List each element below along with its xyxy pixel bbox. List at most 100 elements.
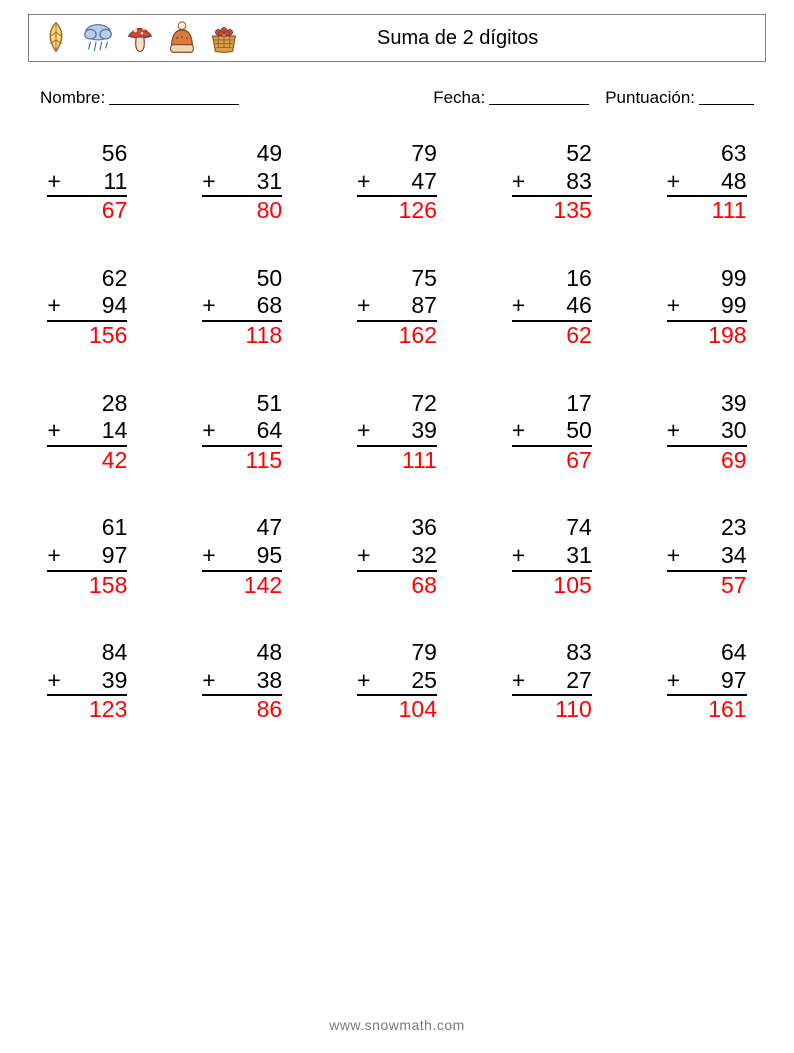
worksheet-title: Suma de 2 dígitos bbox=[377, 27, 538, 50]
operator: + bbox=[202, 417, 215, 445]
operator: + bbox=[202, 542, 215, 570]
bottom-number: 31 bbox=[216, 168, 283, 196]
answer: 161 bbox=[667, 696, 747, 724]
top-number: 47 bbox=[202, 514, 282, 542]
top-number: 79 bbox=[357, 140, 437, 168]
bottom-number: 97 bbox=[61, 542, 128, 570]
addend-line: +32 bbox=[357, 542, 437, 572]
math-problem: 63+48111 bbox=[667, 140, 747, 225]
top-number: 39 bbox=[667, 390, 747, 418]
date-blank[interactable] bbox=[489, 104, 589, 105]
operator: + bbox=[202, 667, 215, 695]
bottom-number: 68 bbox=[216, 292, 283, 320]
operator: + bbox=[357, 292, 370, 320]
math-problem: 74+31105 bbox=[512, 514, 592, 599]
operator: + bbox=[512, 542, 525, 570]
addend-line: +30 bbox=[667, 417, 747, 447]
name-label: Nombre: bbox=[40, 88, 105, 108]
bottom-number: 87 bbox=[370, 292, 437, 320]
addend-line: +39 bbox=[357, 417, 437, 447]
operator: + bbox=[47, 417, 60, 445]
addend-line: +95 bbox=[202, 542, 282, 572]
operator: + bbox=[667, 417, 680, 445]
answer: 111 bbox=[357, 447, 437, 475]
operator: + bbox=[512, 168, 525, 196]
math-problem: 51+64115 bbox=[202, 390, 282, 475]
bottom-number: 47 bbox=[370, 168, 437, 196]
addend-line: +97 bbox=[667, 667, 747, 697]
math-problem: 39+3069 bbox=[667, 390, 747, 475]
bottom-number: 46 bbox=[525, 292, 592, 320]
answer: 162 bbox=[357, 322, 437, 350]
answer: 80 bbox=[202, 197, 282, 225]
operator: + bbox=[357, 542, 370, 570]
addend-line: +47 bbox=[357, 168, 437, 198]
operator: + bbox=[47, 667, 60, 695]
operator: + bbox=[667, 168, 680, 196]
bottom-number: 99 bbox=[680, 292, 747, 320]
footer-text: www.snowmath.com bbox=[0, 1017, 794, 1033]
addend-line: +39 bbox=[47, 667, 127, 697]
addend-line: +68 bbox=[202, 292, 282, 322]
bottom-number: 64 bbox=[216, 417, 283, 445]
addend-line: +50 bbox=[512, 417, 592, 447]
raincloud-icon bbox=[79, 19, 117, 57]
hat-icon bbox=[163, 19, 201, 57]
operator: + bbox=[357, 417, 370, 445]
top-number: 79 bbox=[357, 639, 437, 667]
operator: + bbox=[202, 292, 215, 320]
bottom-number: 50 bbox=[525, 417, 592, 445]
top-number: 72 bbox=[357, 390, 437, 418]
date-label: Fecha: bbox=[433, 88, 485, 108]
answer: 62 bbox=[512, 322, 592, 350]
answer: 111 bbox=[667, 197, 747, 225]
math-problem: 62+94156 bbox=[47, 265, 127, 350]
basket-icon bbox=[205, 19, 243, 57]
top-number: 84 bbox=[47, 639, 127, 667]
addend-line: +25 bbox=[357, 667, 437, 697]
bottom-number: 48 bbox=[680, 168, 747, 196]
problems-grid: 56+116749+318079+4712652+8313563+4811162… bbox=[40, 140, 754, 724]
addend-line: +34 bbox=[667, 542, 747, 572]
bottom-number: 30 bbox=[680, 417, 747, 445]
top-number: 28 bbox=[47, 390, 127, 418]
answer: 110 bbox=[512, 696, 592, 724]
operator: + bbox=[667, 292, 680, 320]
operator: + bbox=[47, 292, 60, 320]
answer: 118 bbox=[202, 322, 282, 350]
bottom-number: 27 bbox=[525, 667, 592, 695]
top-number: 61 bbox=[47, 514, 127, 542]
answer: 104 bbox=[357, 696, 437, 724]
operator: + bbox=[512, 417, 525, 445]
answer: 42 bbox=[47, 447, 127, 475]
top-number: 62 bbox=[47, 265, 127, 293]
top-number: 49 bbox=[202, 140, 282, 168]
math-problem: 79+25104 bbox=[357, 639, 437, 724]
answer: 67 bbox=[512, 447, 592, 475]
bottom-number: 11 bbox=[61, 168, 128, 196]
addend-line: +31 bbox=[202, 168, 282, 198]
bottom-number: 14 bbox=[61, 417, 128, 445]
top-number: 17 bbox=[512, 390, 592, 418]
math-problem: 36+3268 bbox=[357, 514, 437, 599]
math-problem: 23+3457 bbox=[667, 514, 747, 599]
score-blank[interactable] bbox=[699, 104, 754, 105]
answer: 156 bbox=[47, 322, 127, 350]
addend-line: +64 bbox=[202, 417, 282, 447]
answer: 105 bbox=[512, 572, 592, 600]
answer: 126 bbox=[357, 197, 437, 225]
math-problem: 17+5067 bbox=[512, 390, 592, 475]
bottom-number: 39 bbox=[61, 667, 128, 695]
addend-line: +46 bbox=[512, 292, 592, 322]
math-problem: 83+27110 bbox=[512, 639, 592, 724]
top-number: 75 bbox=[357, 265, 437, 293]
addend-line: +38 bbox=[202, 667, 282, 697]
leaf-icon bbox=[37, 19, 75, 57]
top-number: 50 bbox=[202, 265, 282, 293]
math-problem: 79+47126 bbox=[357, 140, 437, 225]
addend-line: +97 bbox=[47, 542, 127, 572]
name-blank[interactable] bbox=[109, 104, 239, 105]
worksheet-page: Suma de 2 dígitos Nombre: Fecha: Puntuac… bbox=[0, 0, 794, 1053]
info-row: Nombre: Fecha: Puntuación: bbox=[40, 88, 754, 110]
answer: 135 bbox=[512, 197, 592, 225]
